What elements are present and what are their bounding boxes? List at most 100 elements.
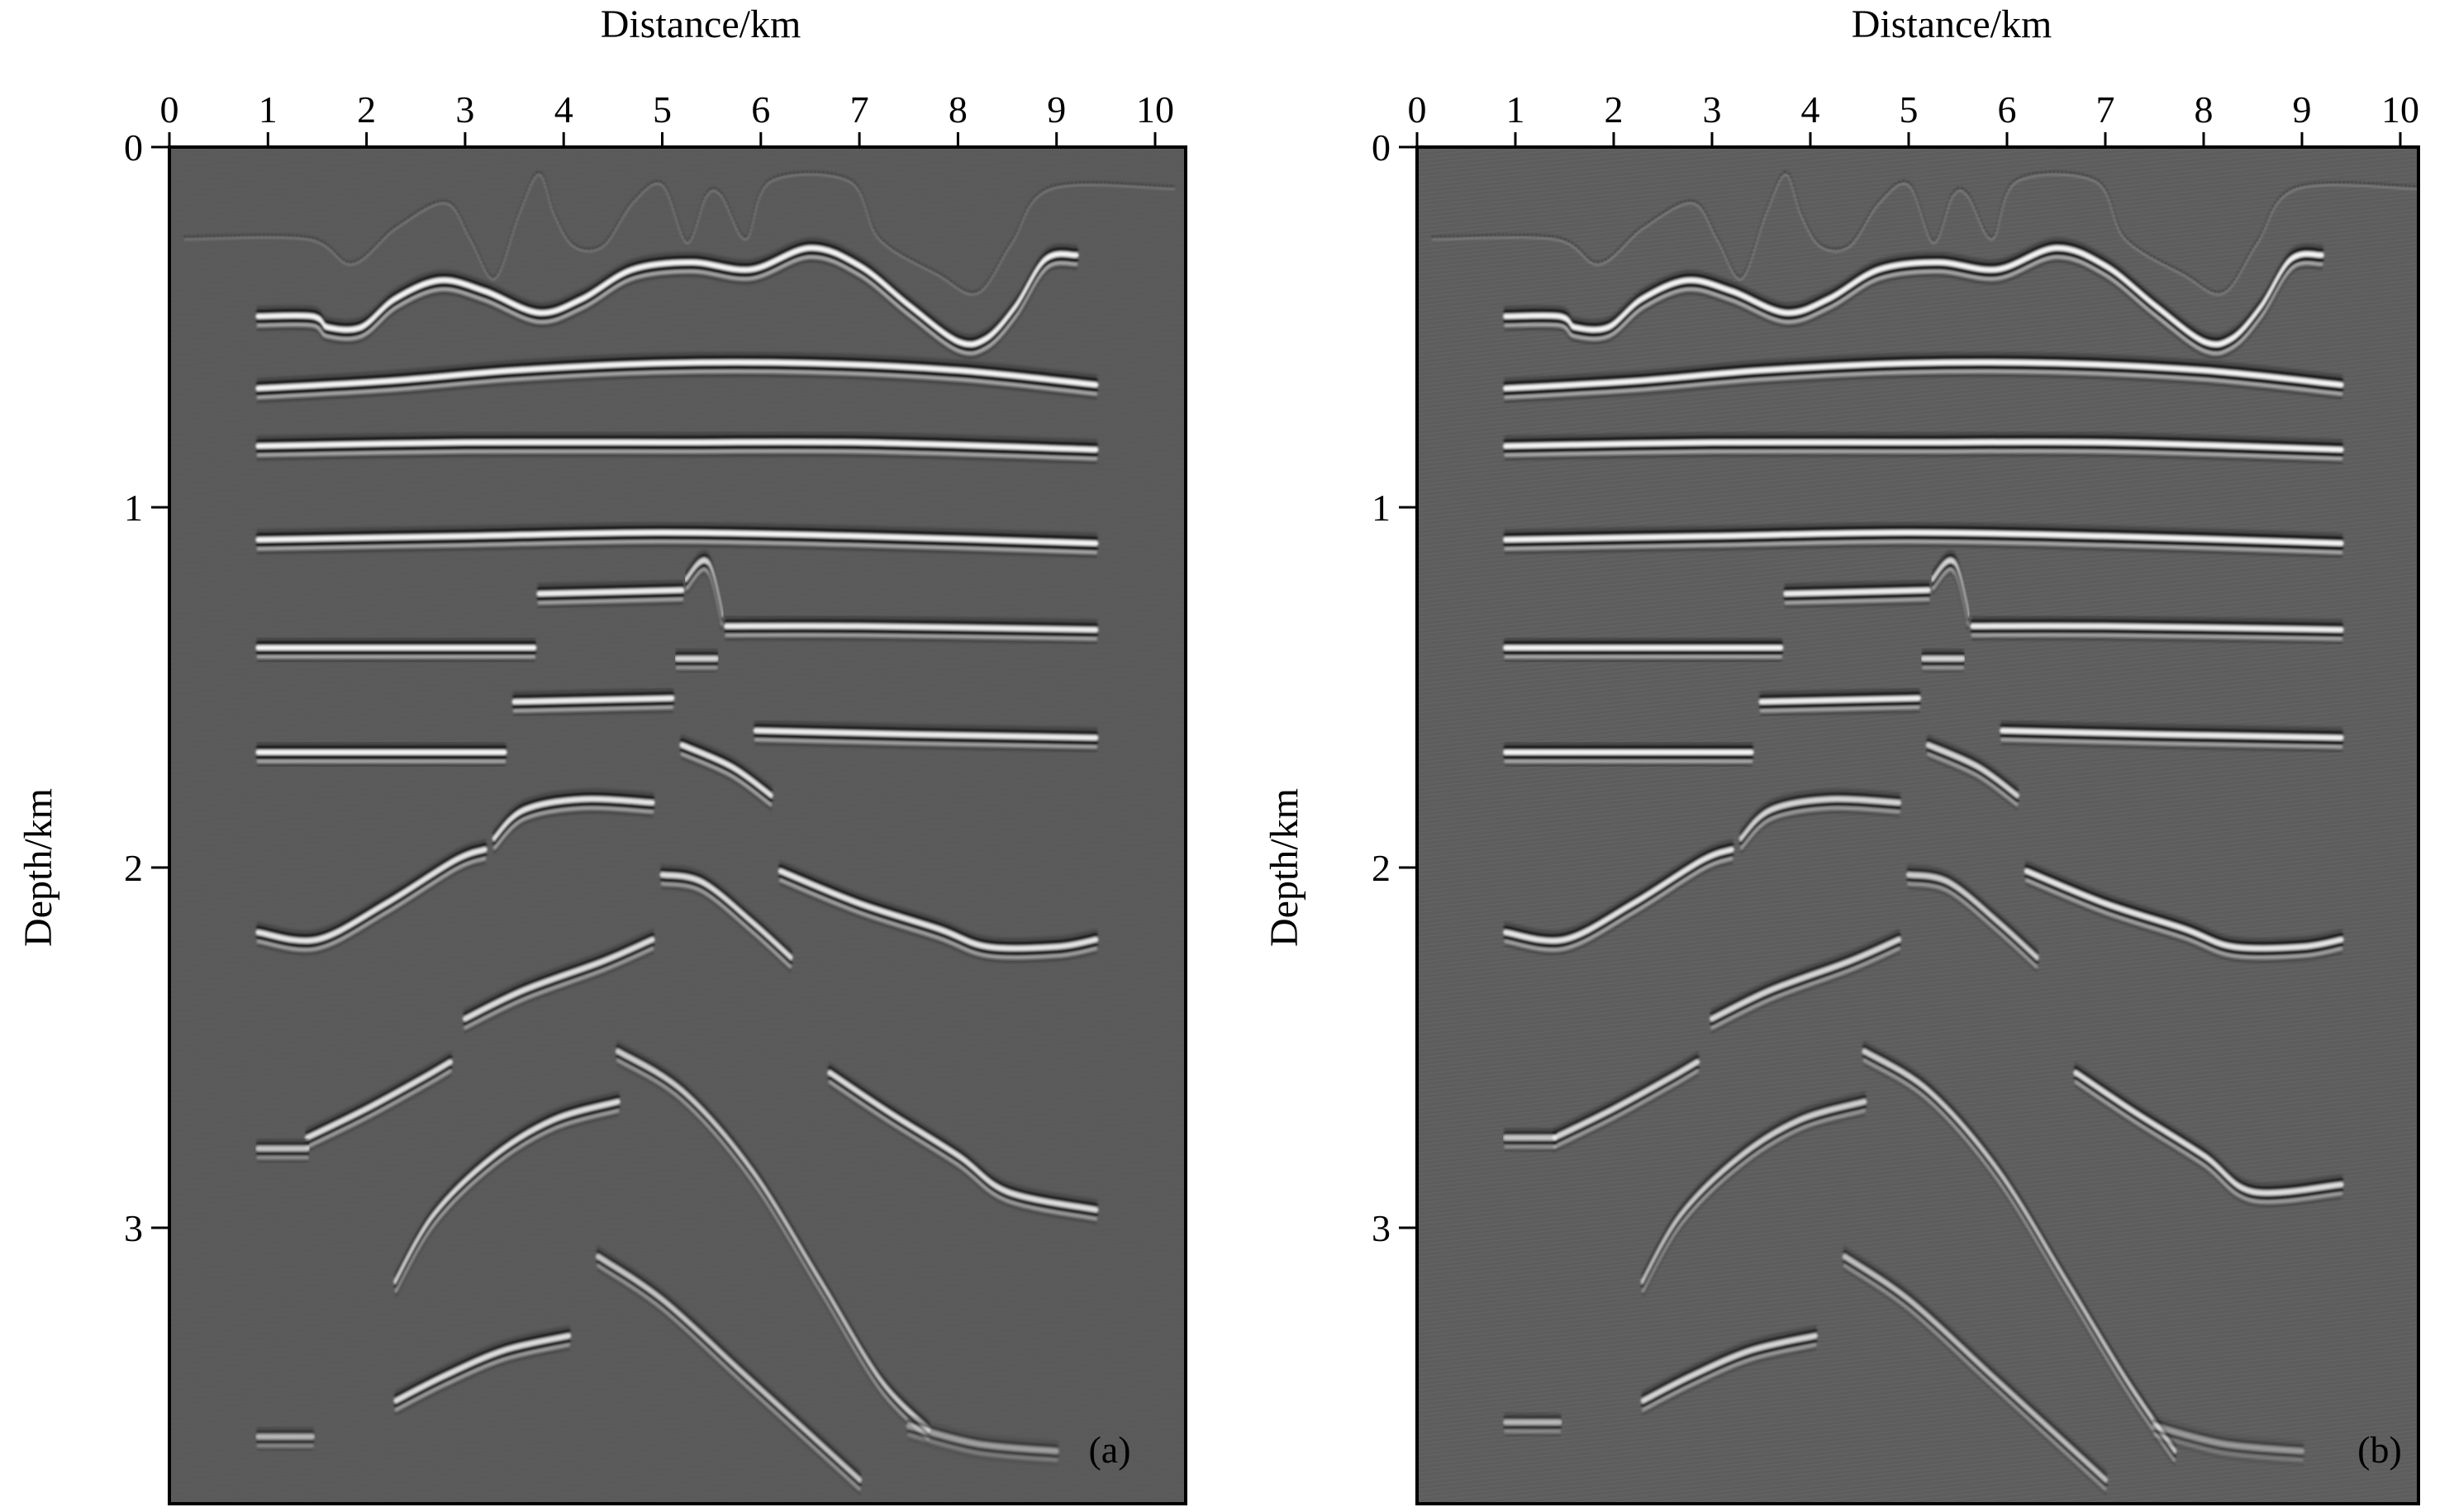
reflector bbox=[1503, 1127, 1558, 1153]
y-axis-ticks-b: 0 1 2 3 bbox=[1372, 126, 1417, 1249]
x-tick-label: 0 bbox=[1408, 88, 1427, 131]
x-tick-label: 5 bbox=[653, 88, 672, 131]
y-tick-label: 1 bbox=[1372, 487, 1391, 529]
reflector bbox=[1640, 1324, 1818, 1415]
plot-frame-a bbox=[168, 145, 1187, 1505]
reflector bbox=[1842, 1245, 2108, 1495]
reflector bbox=[1862, 1040, 2177, 1466]
x-tick-label: 8 bbox=[2195, 88, 2214, 131]
reflector bbox=[1925, 734, 2019, 811]
x-tick-label: 5 bbox=[1900, 88, 1919, 131]
reflector bbox=[536, 579, 685, 609]
reflector bbox=[393, 1324, 572, 1415]
reflector bbox=[674, 648, 720, 673]
y-axis-label-a: Depth/km bbox=[17, 788, 60, 947]
reflector bbox=[1783, 579, 1931, 609]
reflector bbox=[255, 521, 1099, 559]
reflector bbox=[906, 1415, 1059, 1466]
x-axis-ticks-a: 0 1 2 3 4 5 6 7 8 9 10 bbox=[160, 88, 1174, 147]
y-axis-ticks-a: 0 1 2 3 bbox=[124, 126, 169, 1249]
reflector bbox=[1431, 170, 2418, 296]
reflector bbox=[2024, 860, 2344, 963]
reflector bbox=[1738, 787, 1902, 853]
reflector bbox=[255, 741, 507, 768]
reflector bbox=[1503, 430, 2344, 464]
panel-label-b: (b) bbox=[2357, 1429, 2402, 1471]
panel-a: 0 1 2 3 4 5 6 7 8 9 10 0 1 2 3 Distance/km Depth/km (… bbox=[17, 2, 1187, 1505]
reflector bbox=[1503, 521, 2344, 559]
plot-frame-b bbox=[1415, 145, 2420, 1505]
reflector bbox=[492, 787, 655, 853]
reflector bbox=[255, 1138, 310, 1163]
reflector bbox=[1503, 1411, 1562, 1437]
y-tick-label: 2 bbox=[1372, 847, 1391, 889]
reflector bbox=[1503, 839, 1734, 956]
x-axis-label-b: Distance/km bbox=[1852, 2, 2052, 46]
y-tick-label: 3 bbox=[124, 1207, 143, 1249]
reflector bbox=[255, 237, 1079, 359]
y-tick-label: 0 bbox=[124, 126, 143, 169]
reflector bbox=[684, 549, 725, 630]
reflector bbox=[1920, 648, 1966, 673]
x-tick-label: 7 bbox=[2096, 88, 2115, 131]
reflector bbox=[679, 734, 773, 811]
y-tick-label: 3 bbox=[1372, 1207, 1391, 1249]
x-tick-label: 10 bbox=[1136, 88, 1174, 131]
reflector-layer-a bbox=[183, 170, 1175, 1495]
y-tick-label: 0 bbox=[1372, 126, 1391, 169]
reflector bbox=[596, 1245, 863, 1495]
x-tick-label: 9 bbox=[2293, 88, 2312, 131]
reflector bbox=[255, 430, 1099, 464]
reflector bbox=[511, 687, 675, 716]
reflector bbox=[462, 929, 655, 1034]
x-tick-label: 4 bbox=[1801, 88, 1820, 131]
reflector bbox=[827, 1062, 1099, 1224]
reflector bbox=[1640, 1091, 1867, 1296]
y-tick-label: 1 bbox=[124, 487, 143, 529]
reflector bbox=[1906, 863, 2039, 972]
reflector bbox=[778, 860, 1099, 963]
reflector bbox=[255, 351, 1099, 403]
reflector bbox=[305, 1051, 453, 1153]
reflector bbox=[1552, 1051, 1700, 1153]
reflector bbox=[1503, 636, 1784, 663]
x-axis-ticks-b: 0 1 2 3 4 5 6 7 8 9 10 bbox=[1408, 88, 2419, 147]
x-tick-label: 9 bbox=[1047, 88, 1066, 131]
x-tick-label: 3 bbox=[1703, 88, 1722, 131]
reflector bbox=[1758, 687, 1921, 716]
reflector bbox=[183, 170, 1175, 296]
reflector bbox=[1710, 929, 1902, 1034]
reflector bbox=[255, 1425, 315, 1452]
x-tick-label: 8 bbox=[949, 88, 968, 131]
x-tick-label: 6 bbox=[751, 88, 770, 131]
reflector bbox=[1930, 549, 1971, 630]
reflector bbox=[1503, 351, 2344, 403]
reflector bbox=[1503, 237, 2324, 359]
x-tick-label: 0 bbox=[160, 88, 179, 131]
x-tick-label: 2 bbox=[357, 88, 376, 131]
reflector bbox=[753, 720, 1099, 753]
x-tick-label: 2 bbox=[1605, 88, 1624, 131]
reflector-layer-b bbox=[1431, 170, 2418, 1495]
x-tick-label: 3 bbox=[455, 88, 474, 131]
reflector bbox=[255, 636, 537, 663]
x-tick-label: 4 bbox=[554, 88, 573, 131]
reflector bbox=[659, 863, 793, 972]
x-tick-label: 10 bbox=[2381, 88, 2419, 131]
reflector bbox=[2073, 1062, 2344, 1208]
x-tick-label: 1 bbox=[1506, 88, 1525, 131]
reflector bbox=[393, 1091, 621, 1296]
reflector bbox=[1970, 615, 2344, 644]
x-tick-label: 1 bbox=[259, 88, 278, 131]
panel-b: 0 1 2 3 4 5 6 7 8 9 10 0 1 2 3 Distance/km Depth/km (… bbox=[1263, 2, 2420, 1505]
reflector bbox=[1503, 741, 1754, 768]
seismic-image-a-texture bbox=[169, 147, 1186, 1504]
x-tick-label: 7 bbox=[850, 88, 869, 131]
x-axis-label-a: Distance/km bbox=[601, 2, 801, 46]
reflector bbox=[255, 839, 487, 956]
reflector bbox=[724, 615, 1099, 644]
panel-label-a: (a) bbox=[1088, 1429, 1130, 1471]
reflector bbox=[2000, 720, 2344, 753]
x-tick-label: 6 bbox=[1998, 88, 2017, 131]
